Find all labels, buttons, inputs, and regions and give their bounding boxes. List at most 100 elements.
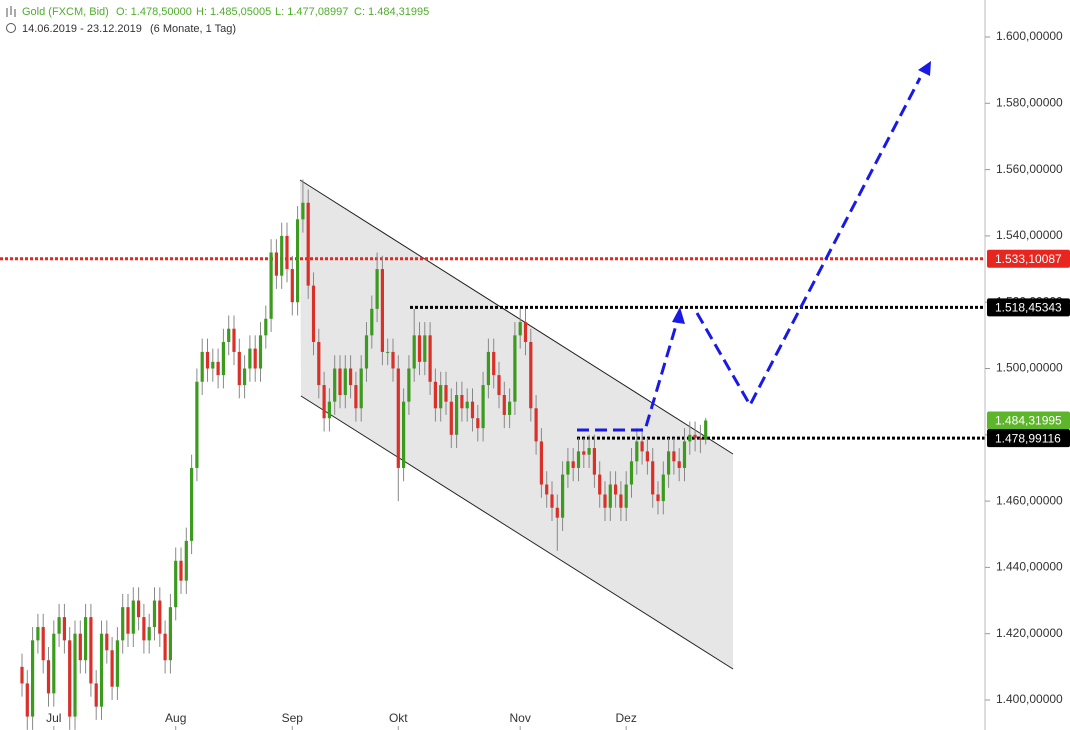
candle-body [375, 269, 379, 309]
candle-body [693, 434, 697, 439]
candle-body [698, 438, 702, 440]
candle-body [349, 368, 353, 386]
candle-body [386, 351, 390, 353]
candle-body [200, 351, 204, 382]
candle-body [25, 683, 29, 717]
candle-body [57, 617, 61, 634]
candle-body [327, 401, 331, 419]
candle-body [174, 560, 178, 608]
trend-channel [300, 180, 733, 669]
candle-body [68, 640, 72, 717]
candle-body [258, 335, 263, 369]
candle-body [455, 395, 459, 435]
candle-body [179, 560, 183, 581]
candle-body [592, 448, 596, 475]
axis-background [985, 0, 1070, 730]
candle-body [571, 461, 575, 468]
candle-body [322, 385, 326, 419]
level-label: 1.478,99116 [995, 431, 1061, 445]
candle-body [84, 617, 88, 661]
candle-body [274, 252, 278, 276]
level-box [987, 411, 1070, 430]
candle-body [211, 361, 215, 369]
x-tick-label: Jul [46, 711, 61, 725]
candle-body [545, 484, 549, 495]
candle-body [433, 381, 437, 409]
level-label: 1.533,10087 [995, 252, 1062, 266]
candle-body [481, 385, 485, 429]
candles [20, 179, 708, 730]
arrow-path [577, 321, 679, 432]
candle-body [237, 351, 241, 386]
level-box [987, 429, 1070, 448]
candle-body [576, 451, 581, 468]
candle-body [243, 368, 247, 386]
ohlc-open: O: 1.478,50000 [116, 6, 192, 18]
candle-body [486, 351, 490, 386]
candle-body [624, 484, 628, 508]
y-tick-label: 1.560,00000 [996, 162, 1063, 176]
candle-body [460, 395, 464, 409]
candle-body [311, 285, 316, 342]
candle-body [667, 451, 671, 475]
candle-body [629, 461, 634, 485]
candle-body [94, 683, 98, 707]
ohlc-high: H: 1.485,05005 [196, 6, 271, 18]
candle-body [497, 375, 501, 396]
candle-body [492, 351, 496, 376]
level-label: 1.518,45343 [995, 300, 1062, 314]
candle-body [603, 494, 607, 508]
candle-body [598, 474, 602, 495]
candle-body [619, 494, 623, 508]
candle-body [296, 219, 300, 303]
candle-body [248, 348, 252, 369]
candle-body [561, 474, 565, 518]
y-tick-label: 1.460,00000 [996, 493, 1063, 507]
candle-body [280, 235, 284, 276]
channel-lower [300, 395, 734, 670]
candle-body [105, 633, 109, 651]
candle-body [168, 607, 172, 661]
candle-body [608, 484, 612, 508]
candle-body [672, 451, 676, 462]
ohlc-close: C: 1.484,31995 [354, 6, 429, 18]
candle-body [137, 600, 141, 618]
candle-body [396, 368, 400, 468]
chart-title: Gold (FXCM, Bid) [22, 6, 109, 18]
candle-body [502, 395, 506, 415]
clock-icon [6, 23, 16, 33]
candle-body [205, 351, 210, 369]
candle-body [470, 401, 475, 419]
candle-body [78, 633, 82, 661]
y-tick-label: 1.420,00000 [996, 626, 1063, 640]
candle-body [439, 385, 443, 409]
candle-body [36, 627, 40, 641]
candle-body [614, 484, 618, 495]
candle-body [269, 252, 273, 319]
candle-body [364, 335, 369, 369]
candle-body [582, 451, 586, 455]
candle-body [550, 494, 554, 508]
candle-body [391, 351, 395, 369]
candle-body [163, 633, 167, 661]
candle-body [359, 368, 363, 409]
candle-body [216, 361, 220, 376]
candle-body [31, 640, 35, 717]
level-box [987, 249, 1070, 268]
candle-body [317, 341, 321, 386]
header: Gold (FXCM, Bid) O: 1.478,50000 H: 1.485… [6, 6, 429, 35]
candle-body [428, 335, 432, 382]
x-tick-label: Aug [165, 711, 186, 725]
level-label: 1.484,31995 [995, 414, 1062, 428]
candle-body [285, 235, 289, 270]
candle-body [110, 650, 114, 687]
candle-body [645, 451, 649, 462]
period: (6 Monate, 1 Tag) [150, 23, 236, 35]
candle-body [412, 335, 416, 369]
x-tick-label: Sep [282, 711, 304, 725]
candle-body [661, 474, 665, 502]
candle-body [62, 617, 66, 641]
candle-body [333, 368, 337, 402]
candle-body [704, 420, 708, 440]
candle-body [290, 269, 294, 303]
